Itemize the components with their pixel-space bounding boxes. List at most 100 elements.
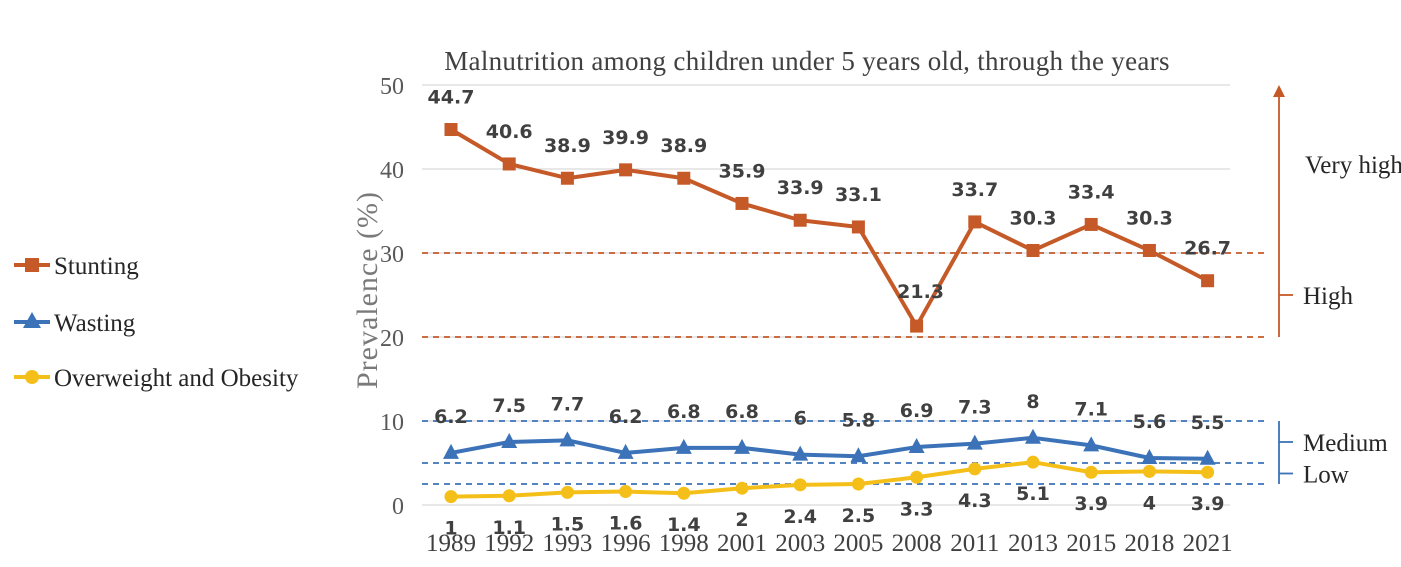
overweight-point: [444, 490, 458, 504]
axis-layer: Malnutrition among children under 5 year…: [351, 46, 1233, 557]
overweight-point: [677, 486, 691, 500]
band-label: High: [1303, 283, 1354, 310]
threshold-layer: [422, 252, 1268, 485]
legend-square-marker: [25, 258, 39, 272]
legend-triangle-marker: [23, 312, 41, 328]
stunting-point: [1201, 274, 1215, 288]
wasting-point: [734, 438, 750, 454]
data-label: 6.8: [725, 401, 759, 423]
data-label: 1: [444, 518, 457, 540]
data-label: 33.7: [951, 179, 998, 201]
y-tick-label: 20: [380, 326, 404, 352]
chart-title: Malnutrition among children under 5 year…: [444, 46, 1170, 76]
data-label: 21.3: [897, 281, 944, 303]
legend-label: Overweight and Obesity: [54, 365, 299, 392]
data-label: 30.3: [1010, 207, 1057, 229]
data-label: 1.6: [609, 513, 643, 535]
data-label: 30.3: [1126, 207, 1173, 229]
data-label: 5.6: [1133, 411, 1167, 433]
data-label: 33.9: [777, 177, 824, 199]
data-label: 2: [735, 509, 748, 531]
data-label: 4: [1143, 492, 1156, 514]
data-label: 3.3: [900, 498, 934, 520]
overweight-point: [968, 462, 982, 476]
legend-circle-marker: [25, 370, 39, 384]
data-label: 44.7: [428, 87, 475, 109]
stunting-point: [444, 123, 458, 137]
data-label: 38.9: [660, 135, 707, 157]
overweight-point: [1084, 465, 1098, 479]
y-tick-label: 40: [380, 158, 404, 184]
y-tick-label: 10: [380, 410, 404, 436]
overweight-point: [793, 478, 807, 492]
x-tick-label: 1992: [484, 530, 534, 557]
x-tick-label: 2001: [717, 530, 767, 557]
stunting-point: [851, 220, 865, 234]
series-line-overweight-and-obesity: [450, 460, 1208, 499]
stunting-point: [793, 213, 807, 227]
data-label: 6.2: [609, 406, 643, 428]
wasting-point: [908, 438, 925, 454]
stunting-point: [1084, 217, 1098, 231]
band-label: Very high: [1305, 152, 1401, 179]
data-label: 4.3: [958, 490, 992, 512]
stunting-point: [560, 171, 574, 185]
x-tick-label: 2018: [1124, 530, 1174, 557]
wasting-point: [501, 433, 518, 448]
stunting-point: [910, 319, 924, 333]
y-tick-label: 50: [380, 74, 404, 100]
x-tick-label: 2015: [1066, 530, 1116, 557]
data-label: 7.1: [1074, 398, 1108, 420]
data-label: 1.4: [667, 514, 701, 536]
data-label: 35.9: [719, 160, 766, 182]
data-label: 26.7: [1184, 238, 1231, 260]
series-layer: [443, 123, 1216, 504]
stunting-point: [619, 163, 633, 177]
overweight-point: [1201, 465, 1215, 479]
data-label: 6.9: [900, 400, 934, 422]
legend: Stunting Wasting Overweight and Obesity: [14, 253, 299, 392]
data-label: 33.4: [1068, 181, 1115, 203]
label-layer: 44.7 40.6 38.9 39.9 38.9 35.9 33.9 33.1 21.3 33.7…: [428, 87, 1231, 540]
x-tick-label: 2011: [950, 530, 999, 557]
x-tick-label: 2013: [1008, 530, 1058, 557]
wasting-point: [1083, 436, 1100, 452]
x-tick-label: 1989: [426, 530, 476, 557]
x-tick-label: 2008: [892, 530, 942, 557]
data-label: 6.2: [434, 406, 468, 428]
data-label: 7.5: [492, 395, 526, 417]
stunting-point: [1142, 243, 1156, 257]
data-label: 39.9: [602, 127, 649, 149]
data-label: 5.1: [1016, 483, 1050, 505]
wasting-point: [443, 443, 459, 459]
wasting-point: [1141, 448, 1158, 464]
data-label: 5.5: [1191, 412, 1225, 434]
data-label: 7.7: [551, 393, 585, 415]
data-label: 5.8: [842, 409, 876, 431]
x-tick-label: 1993: [542, 530, 592, 557]
wasting-point: [1025, 428, 1041, 444]
y-tick-label: 30: [380, 242, 404, 268]
y-tick-label: 0: [392, 494, 404, 520]
legend-item: Overweight and Obesity: [14, 365, 299, 392]
overweight-point: [502, 489, 516, 503]
data-label: 8: [1026, 391, 1039, 413]
legend-item: Stunting: [14, 253, 139, 280]
x-tick-label: 2003: [775, 530, 825, 557]
wasting-point: [559, 431, 576, 447]
stunting-point: [677, 171, 691, 185]
stunting-point: [735, 196, 749, 210]
band-label: Low: [1303, 462, 1349, 489]
data-label: 7.3: [958, 397, 992, 419]
series-line-wasting: [450, 435, 1208, 461]
overweight-point: [619, 485, 633, 499]
data-label: 3.9: [1191, 493, 1225, 515]
data-label: 6.8: [667, 401, 701, 423]
legend-label: Wasting: [54, 310, 136, 337]
overweight-point: [851, 477, 865, 491]
x-tick-label: 2021: [1183, 530, 1233, 557]
band-arrow-head: [1273, 85, 1285, 97]
band-layer: Very high High Medium Low: [1273, 85, 1401, 489]
overweight-point: [1142, 464, 1156, 478]
